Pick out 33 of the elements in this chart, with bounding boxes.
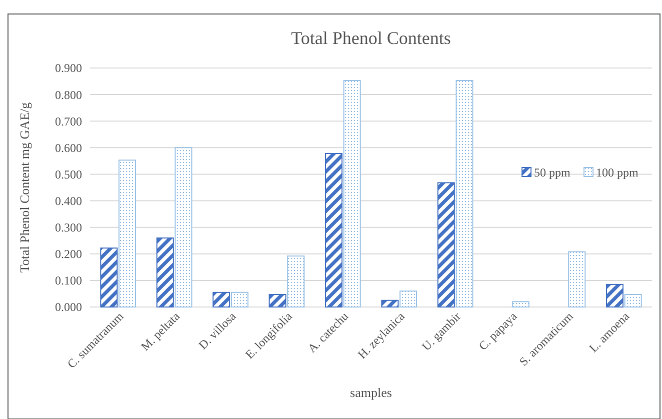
y-tick-label: 0.500 xyxy=(55,167,82,182)
y-tick-label: 0.900 xyxy=(55,61,82,76)
y-tick-label: 0.400 xyxy=(55,194,82,208)
bar xyxy=(624,294,642,308)
legend-label: 50 ppm xyxy=(534,166,571,180)
y-tick-label: 0.000 xyxy=(55,300,82,314)
bar xyxy=(174,147,192,308)
bar xyxy=(400,290,418,308)
bar xyxy=(437,182,455,308)
y-axis-title: Total Phenol Content mg GAE/g xyxy=(17,102,32,273)
y-tick-label: 0.100 xyxy=(55,274,82,288)
bar xyxy=(230,292,248,308)
bar xyxy=(512,301,530,308)
bar xyxy=(568,251,586,308)
bar xyxy=(118,160,136,308)
bar xyxy=(324,153,342,308)
bar xyxy=(456,80,474,308)
chart-title: Total Phenol Contents xyxy=(291,28,451,48)
x-axis-title: samples xyxy=(350,385,392,400)
bar xyxy=(100,248,118,308)
bar xyxy=(381,300,399,308)
y-tick-label: 0.600 xyxy=(55,140,82,155)
legend-label: 100 ppm xyxy=(596,166,639,180)
y-tick-label: 0.700 xyxy=(55,114,82,128)
bar xyxy=(268,294,286,308)
y-tick-label: 0.300 xyxy=(55,220,82,235)
y-tick-label: 0.800 xyxy=(55,88,82,102)
bar xyxy=(606,284,624,308)
bar xyxy=(212,292,230,308)
bar xyxy=(287,256,305,308)
bar xyxy=(343,80,361,308)
bar xyxy=(156,237,174,308)
y-tick-label: 0.200 xyxy=(55,247,82,262)
